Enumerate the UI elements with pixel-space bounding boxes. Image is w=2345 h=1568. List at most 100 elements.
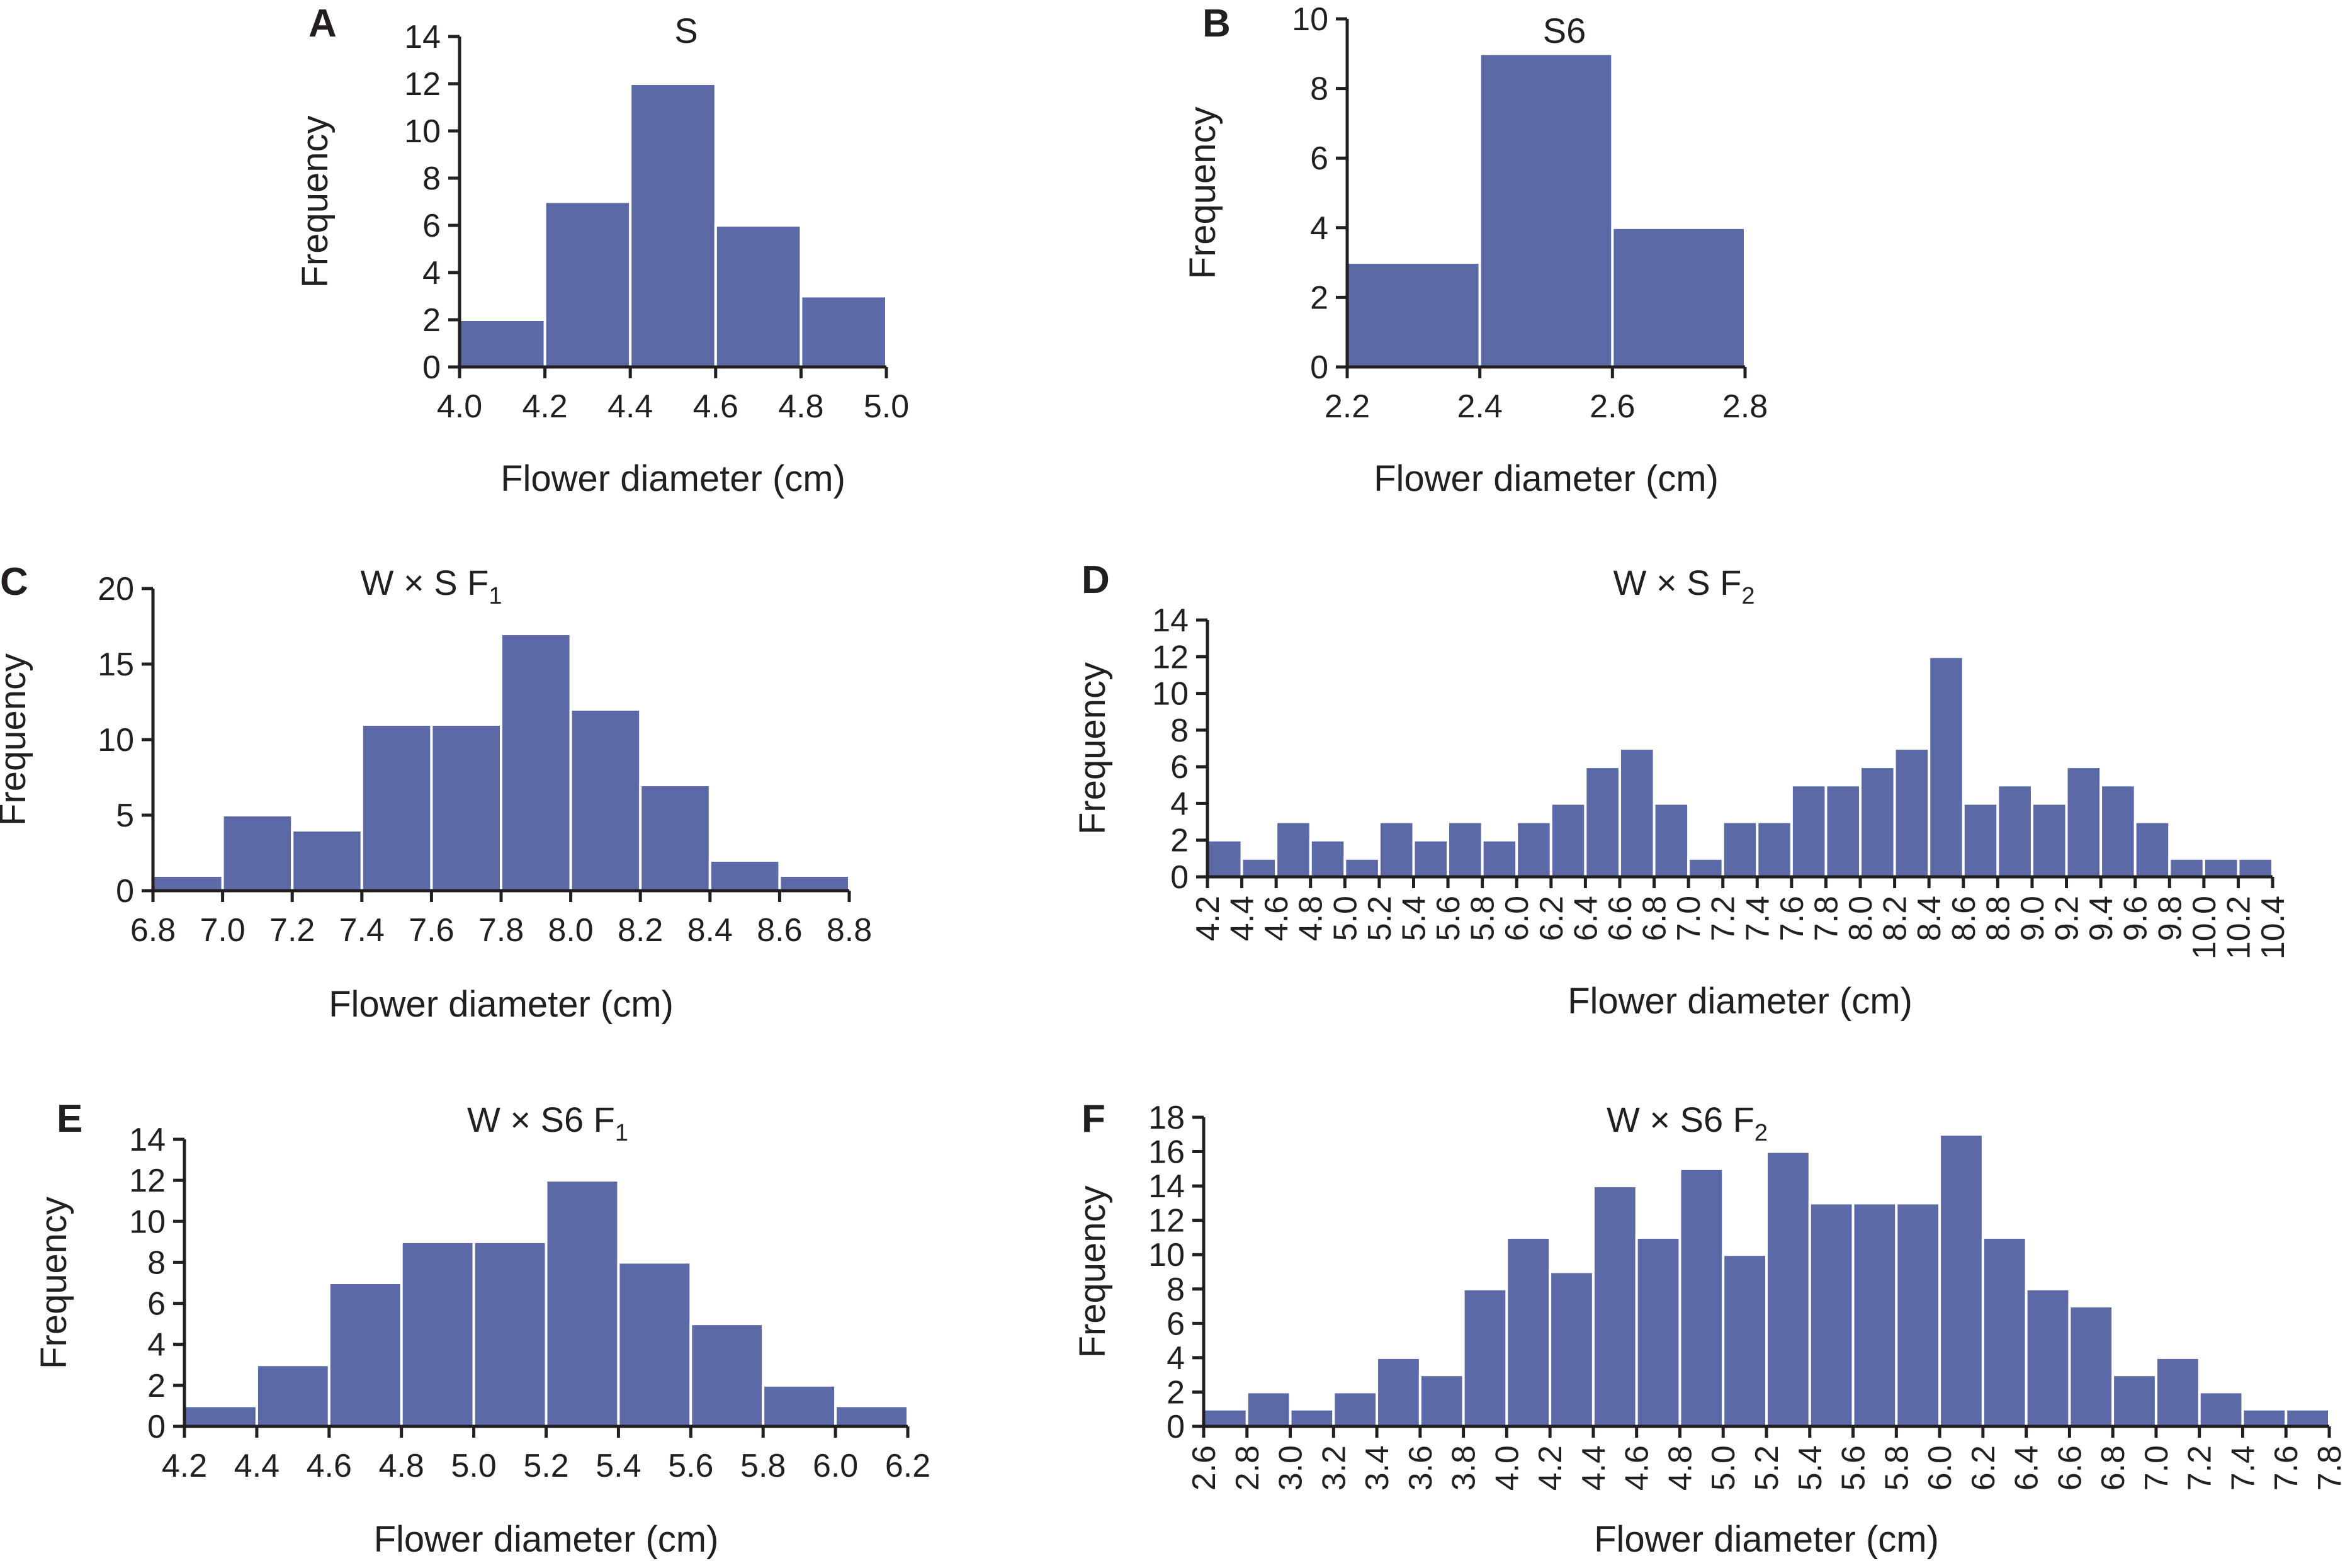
histogram-bar — [714, 224, 803, 368]
y-tick-label: 6 — [147, 1286, 166, 1323]
x-tick-label: 3.6 — [1403, 1445, 1439, 1491]
histogram-bar — [1462, 1287, 1508, 1428]
x-tick-label: 10.4 — [2255, 896, 2291, 959]
histogram-bar — [1206, 838, 1243, 878]
histogram-bar — [2099, 784, 2137, 879]
histogram-bar — [545, 1179, 620, 1428]
histogram-bar — [762, 1384, 837, 1428]
x-tick-label: 6.8 — [130, 912, 176, 949]
histogram-bar — [327, 1282, 403, 1428]
panel-title-main: W × S6 F — [467, 1100, 615, 1139]
histogram-bar — [1859, 765, 1896, 878]
histogram-bar — [689, 1323, 765, 1428]
y-tick-label: 16 — [1148, 1134, 1185, 1171]
histogram-bar — [2068, 1305, 2115, 1428]
histogram-bar — [1245, 1390, 1292, 1428]
x-tick-label: 6.2 — [1534, 896, 1570, 941]
histogram-bar — [1289, 1407, 1335, 1428]
y-axis-label: Frequency — [1072, 662, 1113, 835]
x-tick-label: 6.0 — [813, 1448, 858, 1484]
histogram-bar — [1722, 1253, 1768, 1428]
x-tick-label: 5.2 — [523, 1448, 568, 1484]
x-tick-label: 5.6 — [1430, 896, 1467, 941]
y-tick-label: 14 — [1152, 602, 1189, 639]
histogram-bar — [360, 723, 433, 892]
x-tick-label: 5.4 — [596, 1448, 641, 1484]
x-tick-label: 4.8 — [379, 1448, 424, 1484]
x-tick-label: 6.2 — [885, 1448, 930, 1484]
panel-title: S — [674, 11, 698, 50]
x-axis-label: Flower diameter (cm) — [329, 984, 674, 1025]
histogram-bar — [1412, 838, 1450, 878]
x-tick-label: 4.8 — [1662, 1445, 1698, 1491]
histogram-bar — [472, 1240, 548, 1428]
x-tick-label: 5.8 — [740, 1448, 786, 1484]
x-tick-label: 6.2 — [1965, 1445, 2002, 1491]
histogram-bar — [500, 633, 572, 892]
x-tick-label: 5.0 — [451, 1448, 496, 1484]
histogram-bar — [2241, 1407, 2288, 1428]
x-tick-label: 4.4 — [1224, 896, 1261, 941]
histogram-bar — [1721, 820, 1759, 878]
y-tick-label: 2 — [422, 302, 441, 339]
y-tick-label: 6 — [422, 208, 441, 244]
x-tick-label: 5.2 — [1749, 1445, 1785, 1491]
x-tick-label: 7.2 — [1705, 896, 1742, 941]
histogram-bar — [2168, 857, 2205, 879]
y-tick-label: 20 — [98, 571, 134, 607]
panel-title: S6 — [1543, 11, 1586, 50]
histogram-bar — [1505, 1236, 1552, 1428]
histogram-bar — [639, 784, 711, 892]
x-tick-label: 4.4 — [607, 388, 653, 425]
histogram-bar — [617, 1261, 692, 1428]
y-tick-label: 2 — [147, 1368, 166, 1404]
histogram-bar — [221, 814, 294, 892]
histogram-bar — [1549, 1270, 1595, 1428]
x-tick-label: 7.4 — [1739, 896, 1776, 941]
histogram-bar — [2237, 857, 2274, 879]
y-tick-label: 4 — [1170, 786, 1189, 822]
panel-a: 0 2 4 6 8 10 12 14 4.0 4.2 4.4 4.6 4.8 5.0 A S Flower di… — [295, 2, 909, 499]
histogram-bar — [834, 1404, 909, 1428]
histogram-bar — [1938, 1133, 1984, 1428]
histogram-bar — [1377, 820, 1415, 878]
histogram-bar — [152, 874, 224, 892]
histogram-bar — [1618, 747, 1656, 878]
x-tick-label: 10.0 — [2186, 896, 2223, 959]
x-tick-label: 4.0 — [1489, 1445, 1525, 1491]
panel-title-subscript: 1 — [615, 1120, 628, 1146]
y-tick-label: 10 — [129, 1204, 166, 1240]
y-tick-label: 10 — [404, 113, 441, 150]
histogram-bar — [1346, 261, 1481, 368]
x-tick-label: 5.2 — [1362, 896, 1398, 941]
y-tick-label: 12 — [1148, 1203, 1185, 1239]
histogram-bar — [1591, 1185, 1638, 1428]
y-tick-label: 10 — [1152, 676, 1189, 713]
panel-title-subscript: 1 — [489, 583, 502, 609]
panel-title-subscript: 2 — [1755, 1120, 1768, 1146]
histogram-bar — [1653, 802, 1690, 879]
x-tick-label: 7.8 — [478, 912, 524, 949]
y-tick-label: 10 — [1148, 1237, 1185, 1273]
y-tick-label: 8 — [1167, 1272, 1185, 1308]
x-tick-label: 4.4 — [1576, 1445, 1612, 1491]
x-tick-label: 8.2 — [618, 912, 663, 949]
histogram-bar — [2025, 1287, 2071, 1428]
histogram-bar — [1481, 838, 1518, 878]
panel-title: W × S F2 — [1613, 563, 1755, 609]
x-tick-label: 8.8 — [827, 912, 872, 949]
x-tick-label: 6.4 — [1568, 896, 1604, 941]
x-tick-label: 4.8 — [1293, 896, 1330, 941]
panel-title-main: S — [674, 11, 698, 50]
x-tick-label: 7.0 — [200, 912, 245, 949]
x-tick-label: 5.8 — [1465, 896, 1501, 941]
x-axis-label: Flower diameter (cm) — [1594, 1519, 1939, 1560]
panel-letter: E — [57, 1097, 82, 1141]
x-tick-label: 2.8 — [1229, 1445, 1266, 1491]
histogram-bar — [1808, 1202, 1855, 1428]
y-tick-label: 6 — [1310, 140, 1328, 177]
y-axis-label: Frequency — [1182, 106, 1223, 279]
x-tick-label: 9.6 — [2118, 896, 2154, 941]
y-tick-label: 10 — [1292, 1, 1328, 38]
panel-title: W × S6 F1 — [467, 1100, 628, 1146]
